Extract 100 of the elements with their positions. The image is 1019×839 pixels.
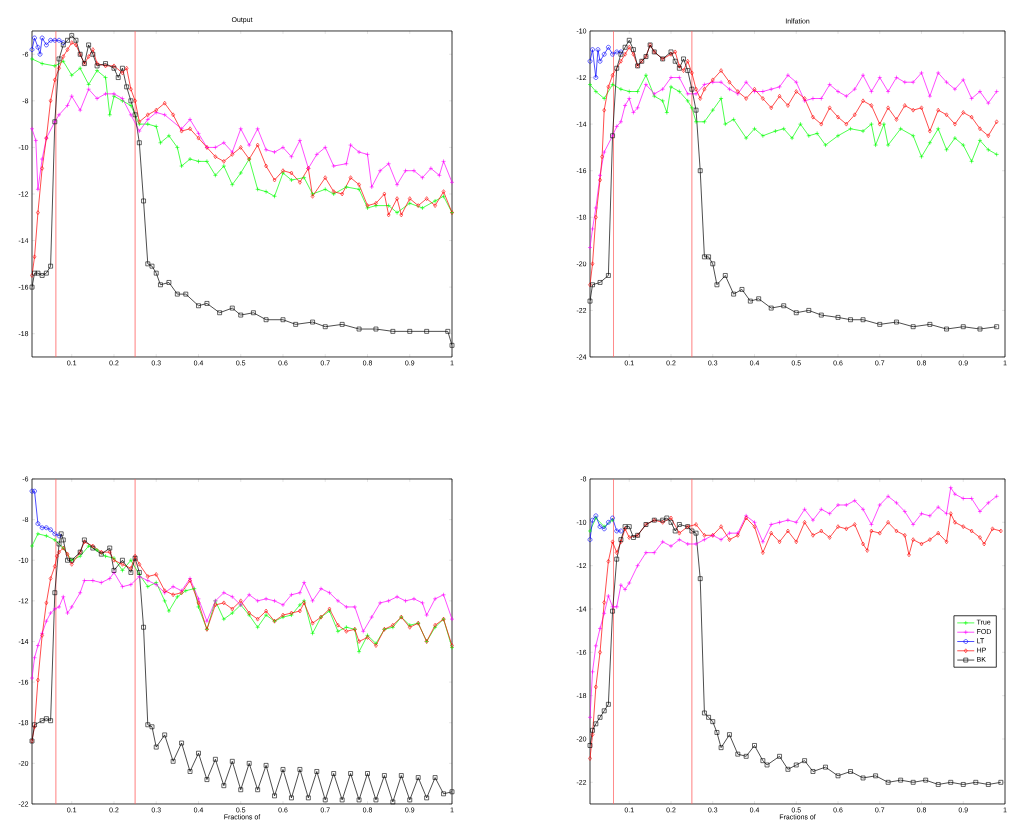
- point: [587, 298, 593, 304]
- point: [33, 138, 39, 143]
- point: [836, 524, 840, 529]
- point: [77, 590, 83, 596]
- point: [339, 797, 345, 803]
- point: [793, 310, 799, 316]
- point: [441, 791, 446, 797]
- point: [356, 649, 362, 654]
- point: [598, 650, 602, 655]
- point: [145, 121, 151, 127]
- point: [714, 730, 720, 735]
- point: [35, 643, 41, 648]
- point: [69, 604, 75, 610]
- point: [861, 541, 865, 547]
- point: [289, 592, 294, 598]
- point: [631, 535, 636, 540]
- point: [39, 61, 45, 66]
- point: [590, 732, 595, 737]
- point: [593, 643, 599, 649]
- point: [806, 133, 812, 139]
- point: [593, 721, 599, 727]
- point: [597, 58, 603, 64]
- point: [727, 86, 732, 92]
- point: [610, 604, 615, 610]
- point: [56, 38, 62, 43]
- point: [357, 639, 361, 644]
- point: [777, 520, 782, 525]
- point: [898, 777, 903, 783]
- point: [377, 600, 383, 606]
- point: [56, 604, 62, 610]
- point: [170, 584, 176, 589]
- point: [432, 596, 438, 602]
- point: [960, 496, 966, 501]
- point: [660, 539, 665, 545]
- point: [44, 42, 49, 48]
- point: [137, 128, 142, 134]
- point: [835, 502, 841, 508]
- point: [238, 787, 244, 793]
- point: [107, 576, 113, 581]
- point: [894, 75, 899, 80]
- point: [403, 598, 408, 604]
- point: [773, 128, 778, 134]
- point: [314, 152, 320, 157]
- point: [635, 563, 640, 568]
- point: [107, 549, 112, 555]
- point: [706, 254, 711, 260]
- point: [107, 112, 113, 118]
- point: [952, 135, 958, 141]
- point: [978, 535, 982, 540]
- point: [927, 322, 933, 327]
- point: [407, 329, 413, 334]
- point: [394, 182, 400, 187]
- point: [145, 584, 151, 589]
- point: [601, 96, 607, 101]
- point: [272, 793, 277, 799]
- point: [449, 789, 455, 795]
- point: [622, 103, 628, 108]
- point: [44, 618, 49, 624]
- point: [322, 324, 328, 330]
- point: [263, 763, 269, 768]
- point: [344, 161, 349, 167]
- point: [204, 159, 210, 164]
- point: [664, 110, 670, 115]
- point: [175, 594, 180, 600]
- point: [348, 142, 353, 148]
- point: [885, 780, 891, 785]
- point: [128, 570, 134, 575]
- point: [255, 187, 260, 192]
- point: [322, 797, 328, 803]
- point: [90, 578, 96, 583]
- point: [65, 551, 70, 557]
- point: [681, 56, 686, 62]
- point: [693, 541, 699, 547]
- point: [39, 718, 45, 723]
- point: [48, 610, 53, 616]
- point: [677, 89, 682, 94]
- point: [718, 745, 724, 750]
- point: [407, 797, 413, 803]
- point: [145, 574, 150, 579]
- point: [869, 522, 874, 527]
- point: [44, 525, 49, 531]
- point: [153, 124, 159, 129]
- point: [424, 329, 429, 334]
- point: [601, 149, 607, 155]
- point: [246, 142, 252, 148]
- point: [777, 539, 782, 545]
- point: [255, 787, 260, 793]
- point: [643, 82, 649, 87]
- point: [610, 539, 615, 545]
- point: [145, 261, 151, 267]
- point: [626, 38, 632, 43]
- point: [183, 588, 189, 593]
- point: [986, 782, 991, 787]
- point: [99, 580, 104, 585]
- point: [614, 556, 620, 562]
- point: [60, 58, 66, 64]
- point: [29, 284, 35, 290]
- point: [53, 564, 57, 569]
- point: [935, 782, 941, 787]
- point: [606, 593, 611, 599]
